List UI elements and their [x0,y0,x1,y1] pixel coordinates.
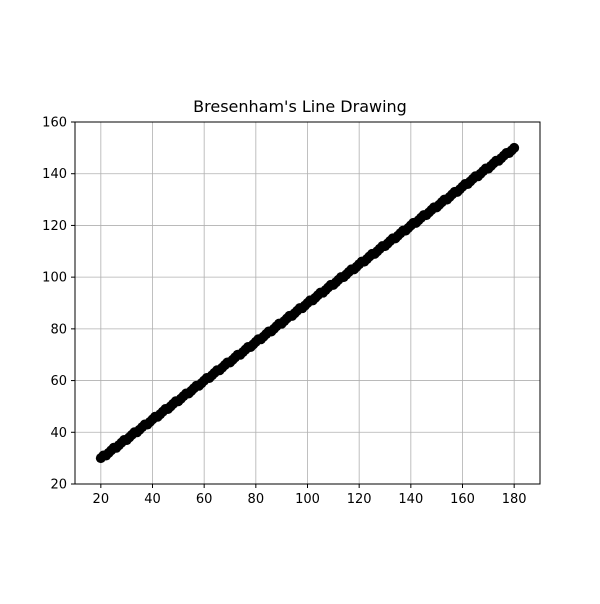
x-tick-label: 100 [295,492,320,507]
y-tick-label: 60 [50,374,67,389]
y-tick-label: 40 [50,426,67,441]
data-point [509,142,520,153]
x-tick-label: 160 [450,492,475,507]
y-axis-ticks: 20 40 60 80 100 120 140 160 [42,116,75,493]
y-tick-label: 140 [42,167,67,182]
x-tick-label: 60 [196,492,213,507]
y-tick-label: 100 [42,271,67,286]
x-tick-label: 40 [144,492,161,507]
x-tick-label: 140 [398,492,423,507]
chart-title: Bresenham's Line Drawing [193,97,407,116]
x-tick-label: 180 [502,492,527,507]
x-tick-label: 20 [93,492,110,507]
y-tick-label: 20 [50,478,67,493]
data-points [95,142,520,464]
y-tick-label: 120 [42,219,67,234]
x-axis-ticks: 20 40 60 80 100 120 140 160 180 [93,484,527,507]
x-tick-label: 80 [248,492,265,507]
x-tick-label: 120 [347,492,372,507]
y-tick-label: 80 [50,322,67,337]
y-tick-label: 160 [42,116,67,131]
